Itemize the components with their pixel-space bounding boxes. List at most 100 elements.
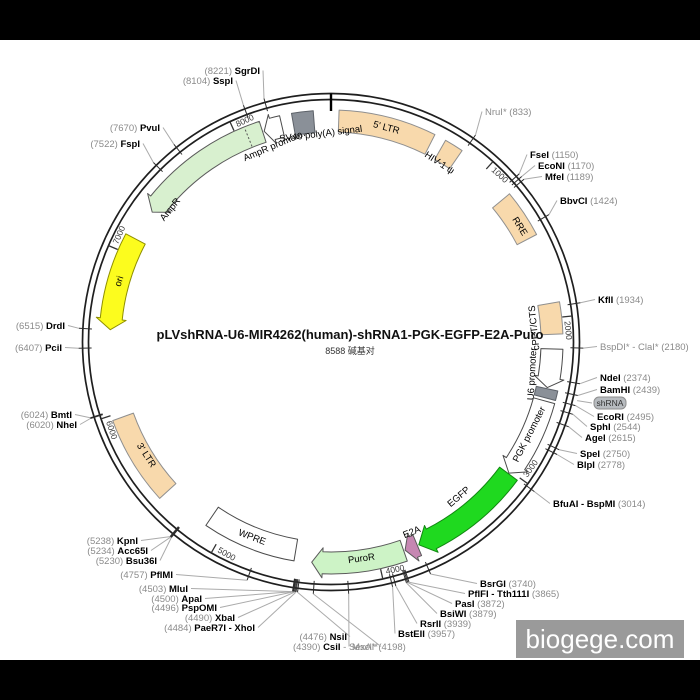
scale-tick-3000 [519,477,529,485]
enzyme-label-part: (4390) [293,642,323,653]
feature-5-ltr [337,109,436,155]
scale-tick-5000 [210,543,217,554]
enzyme-label-part: FspI [120,139,140,150]
enzyme-label-Acc65I: (5234) Acc65I [87,546,148,557]
enzyme-label-PspOMI: (4496) PspOMI [152,603,217,614]
enzyme-label-DrdI: (6515) DrdI [16,321,65,332]
enzyme-label-part: SgrDI [235,66,260,77]
enzyme-label-part: (7670) [110,123,140,134]
shrna-badge-label: shRNA [597,398,624,408]
enzyme-label-MluI: (4503) MluI [139,584,188,595]
site-leader-EcoRI [575,405,595,417]
enzyme-label-part: BmtI [51,410,72,421]
enzyme-label-part: PciI [45,343,62,354]
site-leader-KflI [580,299,596,304]
enzyme-label-EcoNI: EcoNI (1170) [538,161,594,172]
enzyme-label-part: (2778) [595,460,625,471]
enzyme-label-MscI: MscI* (4198) [352,642,406,653]
enzyme-label-part: BspDI* - ClaI* [600,342,659,353]
site-tick-BsrGI [424,561,432,575]
site-leader-BbvCI [548,200,558,215]
enzyme-label-ApaI: (4500) ApaI [151,594,202,605]
letterbox-top [0,0,700,40]
scale-tick-1000 [485,161,494,170]
enzyme-label-part: CsiI [323,642,340,653]
backbone-ring-outer [81,92,581,592]
enzyme-label-part: AgeI [585,433,606,444]
site-tick-EcoNI [511,176,523,186]
enzyme-label-PvuI: (7670) PvuI [110,123,160,134]
site-leader-NdeI [579,377,598,385]
enzyme-label-SpeI: SpeI (2750) [580,449,630,460]
enzyme-label-part: Acc65I [117,546,148,557]
site-leader-BstEII [392,586,396,634]
site-tick-BfuAI-BspMI [523,483,535,493]
feature-rre [492,193,538,246]
scale-tick-7000 [108,245,118,251]
site-leader-BsiWI [406,582,438,614]
enzyme-label-NdeI: NdeI (2374) [600,373,651,384]
site-tick-EcoRI [562,401,576,407]
feature-sv40-polya [291,110,316,136]
site-tick-SphI [560,410,574,415]
feature-hiv1-psi [434,139,463,170]
enzyme-label-part: PvuI [140,123,160,134]
site-tick-XbaI [294,578,298,592]
enzyme-label-part: (4490) [185,613,215,624]
enzyme-label-part: (6407) [15,343,45,354]
site-leader-BmtI [74,414,91,419]
site-tick-NsiI [297,579,300,593]
site-tick-Acc65I [170,526,180,538]
site-leader-ApaI [204,591,294,599]
enzyme-label-PflFI-Tth111I: PflFI - Tth111I (3865) [468,589,559,600]
watermark-text: biogege.com [525,624,675,654]
site-tick-BamHI [564,392,578,396]
feature-label-puror: PuroR [347,552,375,567]
enzyme-label-part: RsrII [420,619,441,630]
enzyme-label-part: (8104) [183,76,213,87]
enzyme-label-PaeR7I-XhoI: (4484) PaeR7I - XhoI [164,623,255,634]
enzyme-label-NsiI: (4476) NsiI [299,632,347,643]
enzyme-label-part: (833) [507,107,532,118]
site-leader-PasI [407,582,453,604]
feature-label-ori: ori [113,275,127,288]
enzyme-label-part: (3740) [506,579,536,590]
enzyme-label-part: (4503) [139,584,169,595]
site-tick-AgeI [556,421,569,428]
site-leader-PaeR7I-XhoI [257,591,297,628]
site-tick-SgrDI [263,98,268,112]
enzyme-label-PflMI: (4757) PflMI [120,570,173,581]
enzyme-label-part: KpnI [117,536,138,547]
site-tick-PspOMI [293,578,297,592]
site-leader-FspI [142,143,154,163]
enzyme-label-part: (1934) [613,295,643,306]
enzyme-label-BmtI: (6024) BmtI [21,410,72,421]
enzyme-label-part: MluI [169,584,188,595]
shrna-badge-leader [577,400,593,404]
enzyme-label-part: (8221) [205,66,235,77]
site-leader-BsrGI [430,573,478,584]
scale-label-2000: 2000 [562,320,574,340]
enzyme-label-part: NsiI [330,632,347,643]
enzyme-label-KflI: KflI (1934) [598,295,643,306]
site-leader-RsrII [395,585,418,624]
enzyme-label-part: (7522) [90,139,120,150]
enzyme-label-BspDI-ClaI: BspDI* - ClaI* (2180) [600,342,689,353]
site-leader-PvuI [162,127,175,145]
feature-egfp [418,466,518,553]
enzyme-label-FseI: FseI (1150) [530,150,578,161]
enzyme-label-part: (4757) [120,570,150,581]
site-tick-NruI [467,134,476,146]
site-leader-XbaI [237,591,296,618]
site-leader-Bsu36I [159,537,172,561]
enzyme-label-BbvCI: BbvCI (1424) [560,196,618,207]
enzyme-label-part: (4496) [152,603,182,614]
site-tick-ApaI [292,578,296,592]
enzyme-label-part: SpeI [580,449,600,460]
feature-ampr-promoter [263,114,285,144]
enzyme-label-part: FseI [530,150,549,161]
scale-tick-6000 [100,415,111,420]
enzyme-label-part: PspOMI [182,603,217,614]
enzyme-label-BfuAI-BspMI: BfuAI - BspMI (3014) [553,499,645,510]
site-tick-BbvCI [537,214,550,222]
